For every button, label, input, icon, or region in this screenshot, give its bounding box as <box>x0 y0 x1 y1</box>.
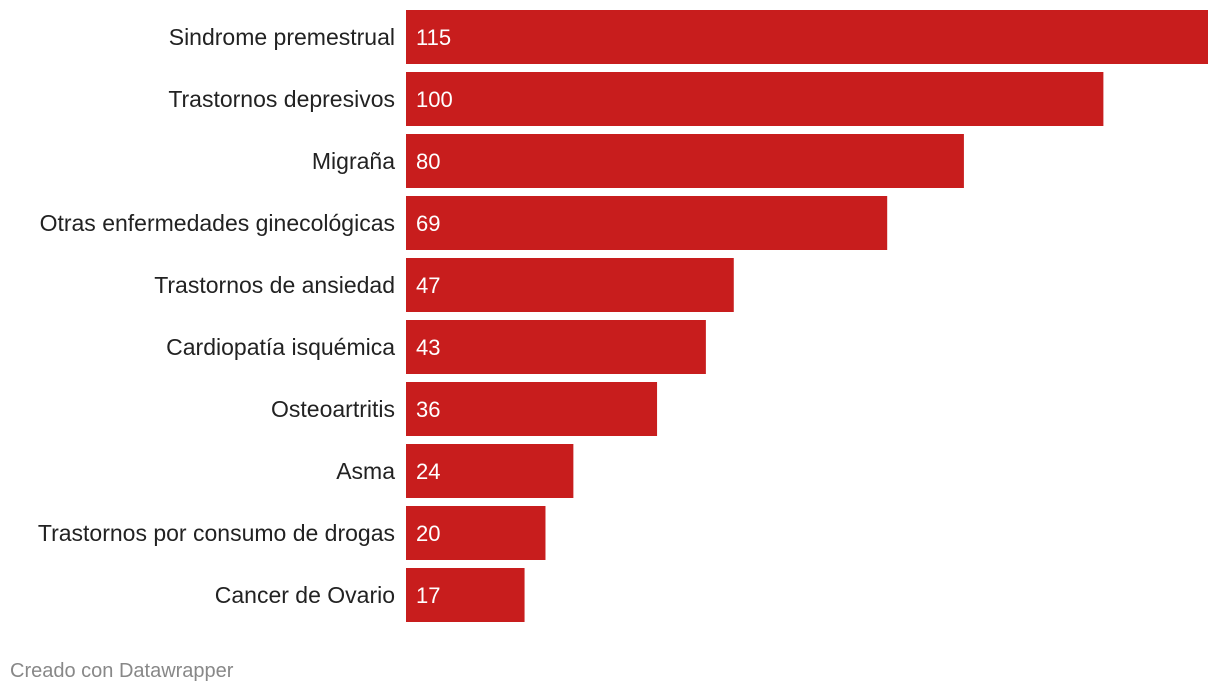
value-label: 17 <box>416 583 440 608</box>
value-label: 100 <box>416 87 453 112</box>
bar <box>406 134 964 188</box>
category-label: Trastornos por consumo de drogas <box>38 520 395 546</box>
category-label: Cardiopatía isquémica <box>166 334 395 360</box>
bar <box>406 258 734 312</box>
category-label: Otras enfermedades ginecológicas <box>40 210 395 236</box>
bar <box>406 444 574 498</box>
bar <box>406 568 525 622</box>
datawrapper-credit[interactable]: Creado con Datawrapper <box>10 660 234 682</box>
category-label: Sindrome premestrual <box>169 24 395 50</box>
value-label: 20 <box>416 521 440 546</box>
value-label: 80 <box>416 149 440 174</box>
value-label: 47 <box>416 273 440 298</box>
category-label: Trastornos de ansiedad <box>154 272 395 298</box>
category-label: Trastornos depresivos <box>168 86 395 112</box>
bar-chart: Sindrome premestrual 115 Trastornos depres… <box>38 10 1208 622</box>
bar <box>406 506 546 560</box>
value-label: 115 <box>416 25 451 50</box>
value-label: 43 <box>416 335 440 360</box>
bar <box>406 382 658 436</box>
bar <box>406 72 1104 126</box>
category-label: Osteoartritis <box>271 396 395 422</box>
value-label: 36 <box>416 397 440 422</box>
value-label: 69 <box>416 211 440 236</box>
category-label: Asma <box>336 458 395 484</box>
value-label: 24 <box>416 459 440 484</box>
category-label: Cancer de Ovario <box>215 582 395 608</box>
bar <box>406 196 888 250</box>
category-label: Migraña <box>312 148 395 174</box>
bar <box>406 10 1208 64</box>
bar <box>406 320 706 374</box>
